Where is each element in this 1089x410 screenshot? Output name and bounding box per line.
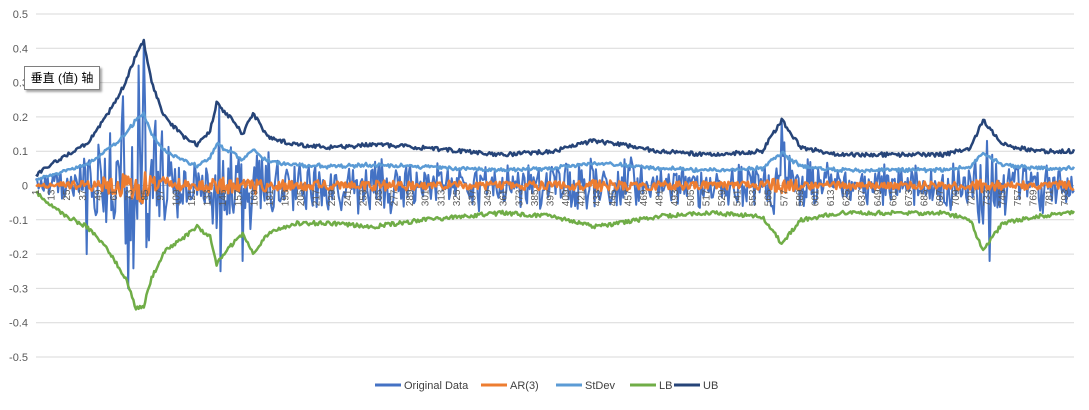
x-tick-label: 253 xyxy=(358,189,369,206)
x-tick-label: 685 xyxy=(920,189,931,206)
x-tick-label: 145 xyxy=(218,189,229,206)
y-tick-label: 0.4 xyxy=(13,43,28,55)
x-tick-label: 181 xyxy=(265,189,276,206)
x-tick-label: 541 xyxy=(733,189,744,206)
y-tick-label: 0 xyxy=(22,181,28,193)
x-tick-label: 97 xyxy=(156,189,167,201)
legend-label: UB xyxy=(703,380,718,392)
y-tick-label: 0.5 xyxy=(13,9,28,21)
x-tick-label: 229 xyxy=(327,189,338,206)
x-tick-label: 325 xyxy=(452,189,463,206)
x-tick-label: 349 xyxy=(483,189,494,206)
y-tick-label: -0.4 xyxy=(9,318,28,330)
x-tick-label: 529 xyxy=(717,189,728,206)
x-tick-label: 733 xyxy=(982,189,993,206)
x-tick-label: 73 xyxy=(125,189,136,201)
axis-tooltip: 垂直 (值) 轴 xyxy=(24,66,100,90)
x-tick-label: 661 xyxy=(888,189,899,206)
series-line-ar-3- xyxy=(35,171,1075,205)
x-tick-label: 433 xyxy=(592,189,603,206)
y-tick-label: -0.2 xyxy=(9,249,28,261)
y-tick-label: 0.2 xyxy=(13,112,28,124)
x-tick-label: 445 xyxy=(608,189,619,206)
y-tick-label: 0.1 xyxy=(13,146,28,158)
legend-label: StDev xyxy=(585,380,615,392)
legend-label: Original Data xyxy=(404,380,469,392)
series-line-original-data xyxy=(35,43,1075,290)
x-tick-label: 49 xyxy=(93,189,104,201)
x-tick-label: 409 xyxy=(561,189,572,206)
x-tick-label: 265 xyxy=(374,189,385,206)
series-line-stdev xyxy=(35,111,1076,182)
x-tick-label: 601 xyxy=(810,189,821,206)
x-tick-label: 745 xyxy=(998,189,1009,206)
x-tick-label: 277 xyxy=(390,189,401,206)
x-tick-label: 361 xyxy=(499,189,510,206)
x-tick-label: 157 xyxy=(234,189,245,206)
x-tick-label: 193 xyxy=(280,189,291,206)
legend-label: AR(3) xyxy=(510,380,539,392)
x-tick-label: 385 xyxy=(530,189,541,206)
x-tick-label: 205 xyxy=(296,189,307,206)
x-tick-label: 673 xyxy=(904,189,915,206)
x-tick-label: 169 xyxy=(249,189,260,206)
x-tick-label: 85 xyxy=(140,189,151,201)
x-tick-label: 589 xyxy=(795,189,806,206)
y-tick-label: -0.5 xyxy=(9,352,28,364)
x-tick-label: 241 xyxy=(343,189,354,206)
x-tick-label: 373 xyxy=(514,189,525,206)
x-tick-label: 697 xyxy=(935,189,946,206)
x-tick-label: 1 xyxy=(31,189,42,195)
x-tick-label: 649 xyxy=(873,189,884,206)
x-tick-label: 481 xyxy=(655,189,666,206)
x-tick-label: 109 xyxy=(171,189,182,206)
legend-label: LB xyxy=(659,380,672,392)
x-tick-label: 421 xyxy=(577,189,588,206)
x-tick-label: 133 xyxy=(202,189,213,206)
x-tick-label: 37 xyxy=(78,189,89,201)
x-tick-label: 709 xyxy=(951,189,962,206)
x-tick-label: 781 xyxy=(1044,189,1055,206)
x-tick-label: 625 xyxy=(842,189,853,206)
x-tick-label: 217 xyxy=(312,189,323,206)
x-tick-label: 721 xyxy=(966,189,977,206)
x-tick-label: 493 xyxy=(670,189,681,206)
x-tick-label: 457 xyxy=(623,189,634,206)
x-tick-label: 121 xyxy=(187,189,198,206)
x-tick-label: 289 xyxy=(405,189,416,206)
x-tick-label: 565 xyxy=(764,189,775,206)
x-tick-label: 577 xyxy=(779,189,790,206)
x-tick-label: 13 xyxy=(47,189,58,201)
x-tick-label: 553 xyxy=(748,189,759,206)
x-tick-label: 61 xyxy=(109,189,120,201)
x-tick-label: 313 xyxy=(436,189,447,206)
x-tick-label: 517 xyxy=(701,189,712,206)
x-tick-label: 469 xyxy=(639,189,650,206)
x-tick-label: 301 xyxy=(421,189,432,206)
x-tick-label: 793 xyxy=(1060,189,1071,206)
x-tick-label: 613 xyxy=(826,189,837,206)
series-line-ub xyxy=(35,38,1076,177)
series-line-lb xyxy=(35,190,1076,311)
x-tick-label: 505 xyxy=(686,189,697,206)
x-tick-label: 769 xyxy=(1029,189,1040,206)
x-tick-label: 25 xyxy=(62,189,73,201)
x-tick-label: 337 xyxy=(468,189,479,206)
x-tick-label: 757 xyxy=(1013,189,1024,206)
y-tick-label: -0.3 xyxy=(9,283,28,295)
x-tick-label: 397 xyxy=(545,189,556,206)
x-tick-label: 637 xyxy=(857,189,868,206)
y-tick-label: -0.1 xyxy=(9,215,28,227)
